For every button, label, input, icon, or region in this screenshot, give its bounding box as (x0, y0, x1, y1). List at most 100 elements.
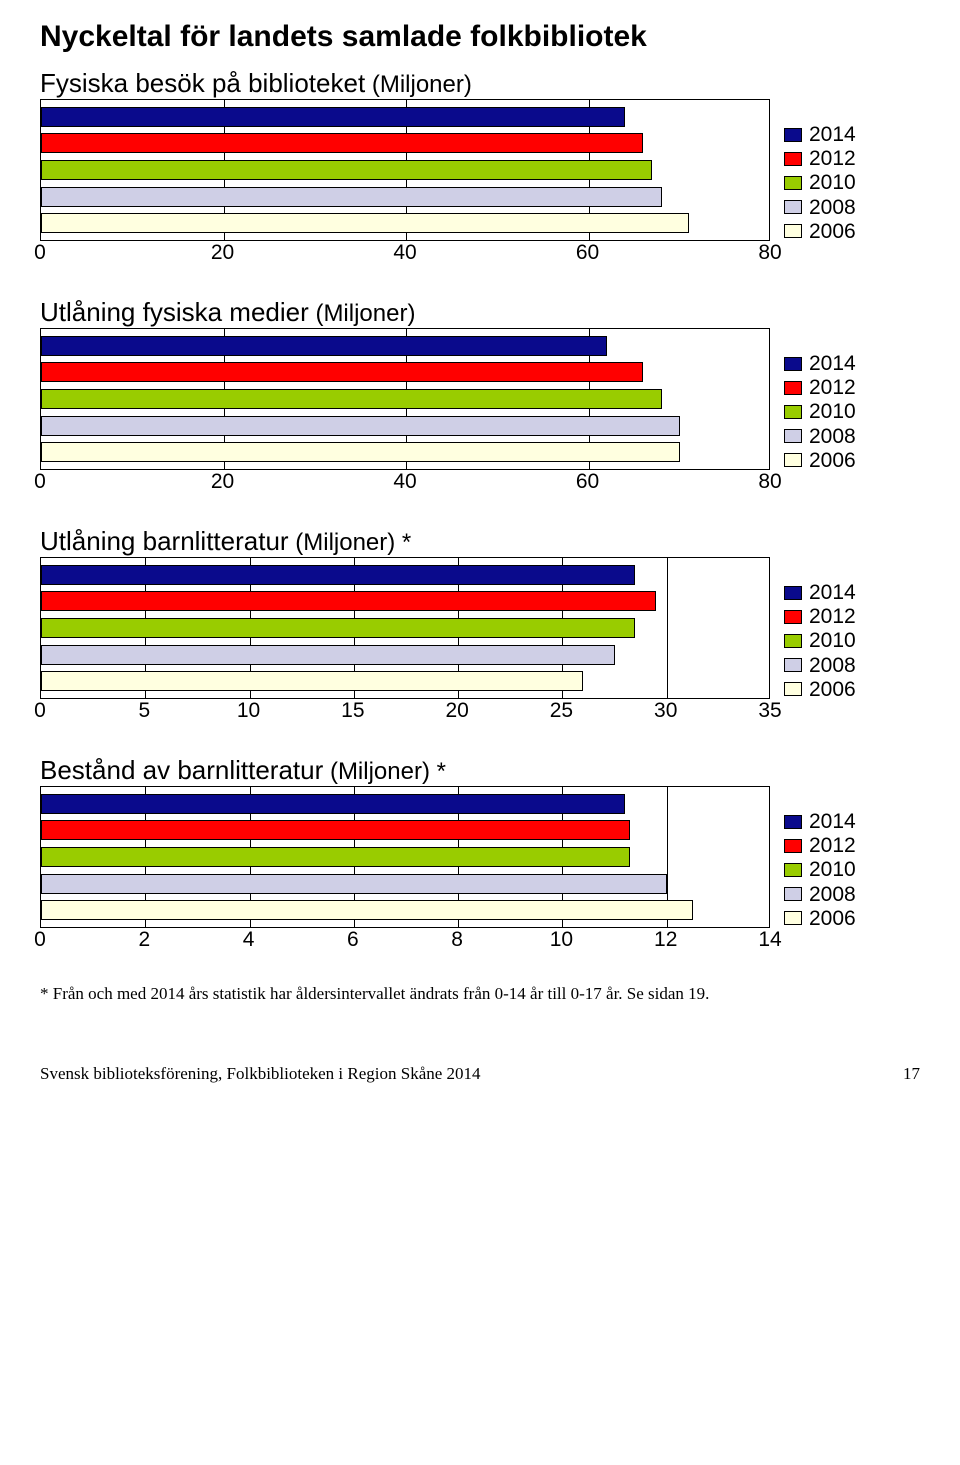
plot-wrap: 05101520253035 (40, 557, 770, 725)
chart-title-main: Utlåning barnlitteratur (40, 526, 289, 556)
legend-label: 2008 (809, 883, 856, 906)
chart-title: Utlåning barnlitteratur (Miljoner) * (40, 526, 920, 557)
legend-swatch (784, 658, 802, 672)
bar-2010 (41, 160, 652, 180)
x-tick-label: 2 (138, 928, 150, 952)
legend-swatch (784, 815, 802, 829)
x-tick-label: 0 (34, 699, 46, 723)
x-tick-label: 15 (341, 699, 364, 723)
legend-item: 2008 (784, 654, 856, 677)
legend-item: 2006 (784, 678, 856, 701)
legend-swatch (784, 224, 802, 238)
chart-title: Bestånd av barnlitteratur (Miljoner) * (40, 755, 920, 786)
legend-label: 2008 (809, 425, 856, 448)
bar-2008 (41, 416, 680, 436)
x-tick-label: 12 (654, 928, 677, 952)
chart-title-main: Bestånd av barnlitteratur (40, 755, 323, 785)
legend-label: 2006 (809, 907, 856, 930)
x-tick-label: 0 (34, 928, 46, 952)
legend-item: 2014 (784, 123, 856, 146)
x-tick-label: 20 (445, 699, 468, 723)
legend-swatch (784, 586, 802, 600)
legend-swatch (784, 128, 802, 142)
bar-2012 (41, 362, 643, 382)
x-tick-label: 5 (138, 699, 150, 723)
legend: 20142012201020082006 (784, 123, 856, 242)
legend-item: 2014 (784, 810, 856, 833)
legend-swatch (784, 381, 802, 395)
legend-swatch (784, 152, 802, 166)
x-tick-label: 40 (393, 470, 416, 494)
plot-area (40, 99, 770, 241)
chart-title-main: Fysiska besök på biblioteket (40, 68, 365, 98)
page-footer: Svensk biblioteksförening, Folkbibliotek… (40, 1064, 920, 1084)
x-tick-label: 14 (758, 928, 781, 952)
legend: 20142012201020082006 (784, 810, 856, 929)
x-tick-label: 0 (34, 470, 46, 494)
bar-2014 (41, 336, 607, 356)
legend-item: 2010 (784, 858, 856, 881)
legend: 20142012201020082006 (784, 352, 856, 471)
chart-block: Utlåning barnlitteratur (Miljoner) *0510… (40, 526, 920, 725)
chart-title: Utlåning fysiska medier (Miljoner) (40, 297, 920, 328)
x-tick-label: 40 (393, 241, 416, 265)
chart-block: Fysiska besök på biblioteket (Miljoner)0… (40, 68, 920, 267)
legend-swatch (784, 200, 802, 214)
chart-title-main: Utlåning fysiska medier (40, 297, 309, 327)
legend-label: 2014 (809, 810, 856, 833)
x-tick-label: 80 (758, 470, 781, 494)
legend-item: 2006 (784, 907, 856, 930)
legend-item: 2012 (784, 376, 856, 399)
legend-label: 2008 (809, 654, 856, 677)
bar-2006 (41, 900, 693, 920)
legend-label: 2010 (809, 171, 856, 194)
x-tick-label: 60 (576, 241, 599, 265)
bar-2010 (41, 389, 662, 409)
legend-swatch (784, 610, 802, 624)
x-axis: 05101520253035 (40, 699, 770, 725)
legend-item: 2006 (784, 449, 856, 472)
chart-row: 0510152025303520142012201020082006 (40, 557, 920, 725)
plot-area (40, 328, 770, 470)
x-tick-label: 10 (237, 699, 260, 723)
bars (41, 558, 769, 698)
legend-label: 2012 (809, 376, 856, 399)
legend-item: 2008 (784, 425, 856, 448)
x-tick-label: 6 (347, 928, 359, 952)
bar-2012 (41, 820, 630, 840)
legend-item: 2010 (784, 629, 856, 652)
plot-wrap: 02468101214 (40, 786, 770, 954)
chart-row: 0246810121420142012201020082006 (40, 786, 920, 954)
x-axis: 020406080 (40, 241, 770, 267)
plot-wrap: 020406080 (40, 328, 770, 496)
bar-2012 (41, 591, 656, 611)
legend-item: 2012 (784, 147, 856, 170)
chart-block: Utlåning fysiska medier (Miljoner)020406… (40, 297, 920, 496)
legend-label: 2014 (809, 581, 856, 604)
bar-2014 (41, 107, 625, 127)
footer-source: Svensk biblioteksförening, Folkbibliotek… (40, 1064, 481, 1084)
x-tick-label: 25 (550, 699, 573, 723)
x-tick-label: 60 (576, 470, 599, 494)
footnote: * Från och med 2014 års statistik har ål… (40, 984, 920, 1004)
legend-label: 2006 (809, 449, 856, 472)
legend-item: 2012 (784, 834, 856, 857)
legend-swatch (784, 839, 802, 853)
chart-title-unit: (Miljoner) (309, 300, 416, 327)
legend-swatch (784, 453, 802, 467)
bars (41, 329, 769, 469)
bars (41, 787, 769, 927)
bar-2006 (41, 442, 680, 462)
x-axis: 02468101214 (40, 928, 770, 954)
legend-swatch (784, 176, 802, 190)
x-tick-label: 30 (654, 699, 677, 723)
bar-2006 (41, 213, 689, 233)
x-tick-label: 20 (211, 470, 234, 494)
charts-container: Fysiska besök på biblioteket (Miljoner)0… (40, 68, 920, 954)
legend-swatch (784, 357, 802, 371)
x-tick-label: 8 (451, 928, 463, 952)
bar-2014 (41, 794, 625, 814)
legend-label: 2006 (809, 220, 856, 243)
plot-area (40, 786, 770, 928)
legend-item: 2006 (784, 220, 856, 243)
